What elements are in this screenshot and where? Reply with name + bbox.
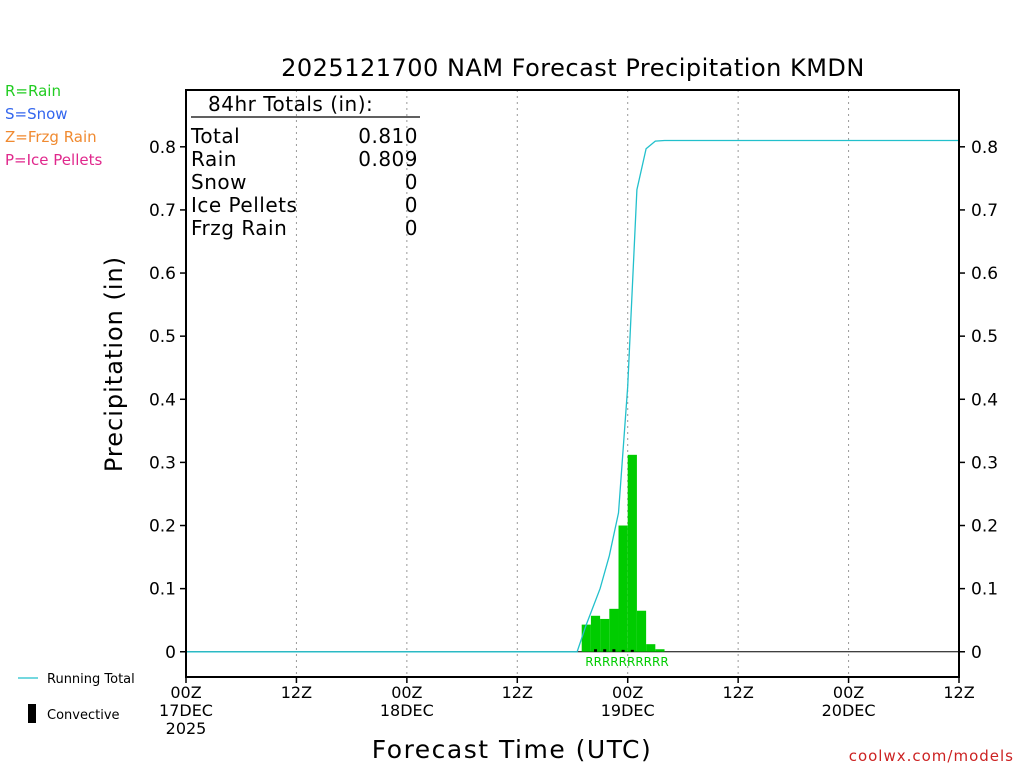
convective-legend-label: Convective bbox=[47, 708, 120, 723]
totals-heading: 84hr Totals (in): bbox=[208, 92, 373, 116]
convective-bar bbox=[612, 649, 616, 652]
running-total-line bbox=[186, 139, 959, 653]
precip-bar bbox=[636, 610, 647, 652]
plot-frame bbox=[185, 89, 960, 678]
convective-bar bbox=[630, 649, 634, 652]
running-total-polyline bbox=[186, 139, 959, 653]
totals-row-value: 0 bbox=[405, 193, 418, 217]
totals-row-label: Rain bbox=[191, 147, 237, 171]
y-tick-label-right: 0.6 bbox=[971, 264, 998, 284]
precip-type-legend-item: P=Ice Pellets bbox=[5, 151, 102, 169]
precip-bar bbox=[590, 615, 601, 652]
x-tick-label: 00Z bbox=[391, 683, 422, 702]
x-axis-label: Forecast Time (UTC) bbox=[372, 735, 652, 764]
y-tick-label-left: 0.2 bbox=[149, 517, 176, 537]
running-total-legend-label: Running Total bbox=[47, 672, 135, 687]
y-tick-label-right: 0.8 bbox=[971, 138, 998, 158]
y-tick-label-right: 0.5 bbox=[971, 327, 998, 347]
convective-bar bbox=[621, 649, 625, 652]
totals-row-value: 0.809 bbox=[358, 147, 418, 171]
convective-bar bbox=[594, 649, 598, 652]
x-tick-label: 17DEC bbox=[159, 701, 213, 720]
y-tick-label-right: 0.1 bbox=[971, 580, 998, 600]
series-legend: Running Total Convective bbox=[18, 672, 135, 723]
x-tick-label: 2025 bbox=[166, 719, 207, 738]
y-tick-label-left: 0.1 bbox=[149, 580, 176, 600]
precip-bar bbox=[655, 649, 665, 652]
x-tick-label: 12Z bbox=[722, 683, 753, 702]
x-tick-label: 00Z bbox=[833, 683, 864, 702]
chart-title: 2025121700 NAM Forecast Precipitation KM… bbox=[281, 54, 865, 82]
precip-bar bbox=[646, 644, 656, 652]
totals-row-label: Total bbox=[190, 124, 240, 148]
x-tick-label: 12Z bbox=[943, 683, 974, 702]
precip-bar bbox=[627, 454, 637, 652]
totals-row-value: 0.810 bbox=[358, 124, 418, 148]
y-tick-label-left: 0.7 bbox=[149, 201, 176, 221]
precip-type-legend-item: S=Snow bbox=[5, 105, 68, 123]
x-tick-label: 12Z bbox=[502, 683, 533, 702]
y-tick-label-right: 0.3 bbox=[971, 453, 998, 473]
totals-row-value: 0 bbox=[405, 170, 418, 194]
x-tick-label: 20DEC bbox=[822, 701, 876, 720]
x-tick-label: 18DEC bbox=[380, 701, 434, 720]
precip-bar bbox=[609, 608, 619, 652]
y-tick-label-left: 0.3 bbox=[149, 453, 176, 473]
y-tick-label-right: 0.7 bbox=[971, 201, 998, 221]
y-axis-label: Precipitation (in) bbox=[100, 256, 128, 472]
x-tick-label: 19DEC bbox=[601, 701, 655, 720]
y-tick-label-left: 0.8 bbox=[149, 138, 176, 158]
precip-type-legend: R=Rain S=Snow Z=Frzg Rain P=Ice Pellets bbox=[5, 82, 102, 169]
credit-text: coolwx.com/models bbox=[849, 747, 1014, 765]
x-tick-label: 12Z bbox=[281, 683, 312, 702]
grid-lines bbox=[295, 90, 850, 677]
y-tick-label-left: 0.6 bbox=[149, 264, 176, 284]
totals-row-value: 0 bbox=[405, 216, 418, 240]
precip-bar bbox=[581, 624, 591, 652]
totals-box: 84hr Totals (in): Total 0.810 Rain 0.809 Sno… bbox=[190, 92, 420, 240]
totals-row-label: Ice Pellets bbox=[191, 193, 297, 217]
y-axis: 0 00.1 0.10.2 0.20.3 0.30.4 0.40.5 0.50.6 0.60.… bbox=[149, 138, 998, 663]
y-tick-label-left: 0.5 bbox=[149, 327, 176, 347]
convective-bars bbox=[594, 649, 634, 652]
y-tick-label-right: 0 bbox=[971, 643, 982, 663]
totals-row-label: Frzg Rain bbox=[191, 216, 287, 240]
convective-bar bbox=[603, 649, 607, 652]
precip-bars bbox=[581, 454, 665, 652]
precip-type-legend-item: R=Rain bbox=[5, 82, 61, 100]
y-tick-label-right: 0.2 bbox=[971, 517, 998, 537]
totals-row-label: Snow bbox=[191, 170, 247, 194]
convective-legend-swatch bbox=[28, 704, 36, 723]
precip-type-labels: RRRRRRRRRR bbox=[585, 655, 668, 669]
y-tick-label-right: 0.4 bbox=[971, 390, 998, 410]
precip-bar bbox=[618, 525, 628, 652]
y-tick-label-left: 0 bbox=[165, 643, 176, 663]
y-tick-label-left: 0.4 bbox=[149, 390, 176, 410]
x-tick-label: 00Z bbox=[170, 683, 201, 702]
x-tick-label: 00Z bbox=[612, 683, 643, 702]
precip-type-legend-item: Z=Frzg Rain bbox=[5, 128, 97, 146]
precip-bar bbox=[600, 618, 610, 652]
